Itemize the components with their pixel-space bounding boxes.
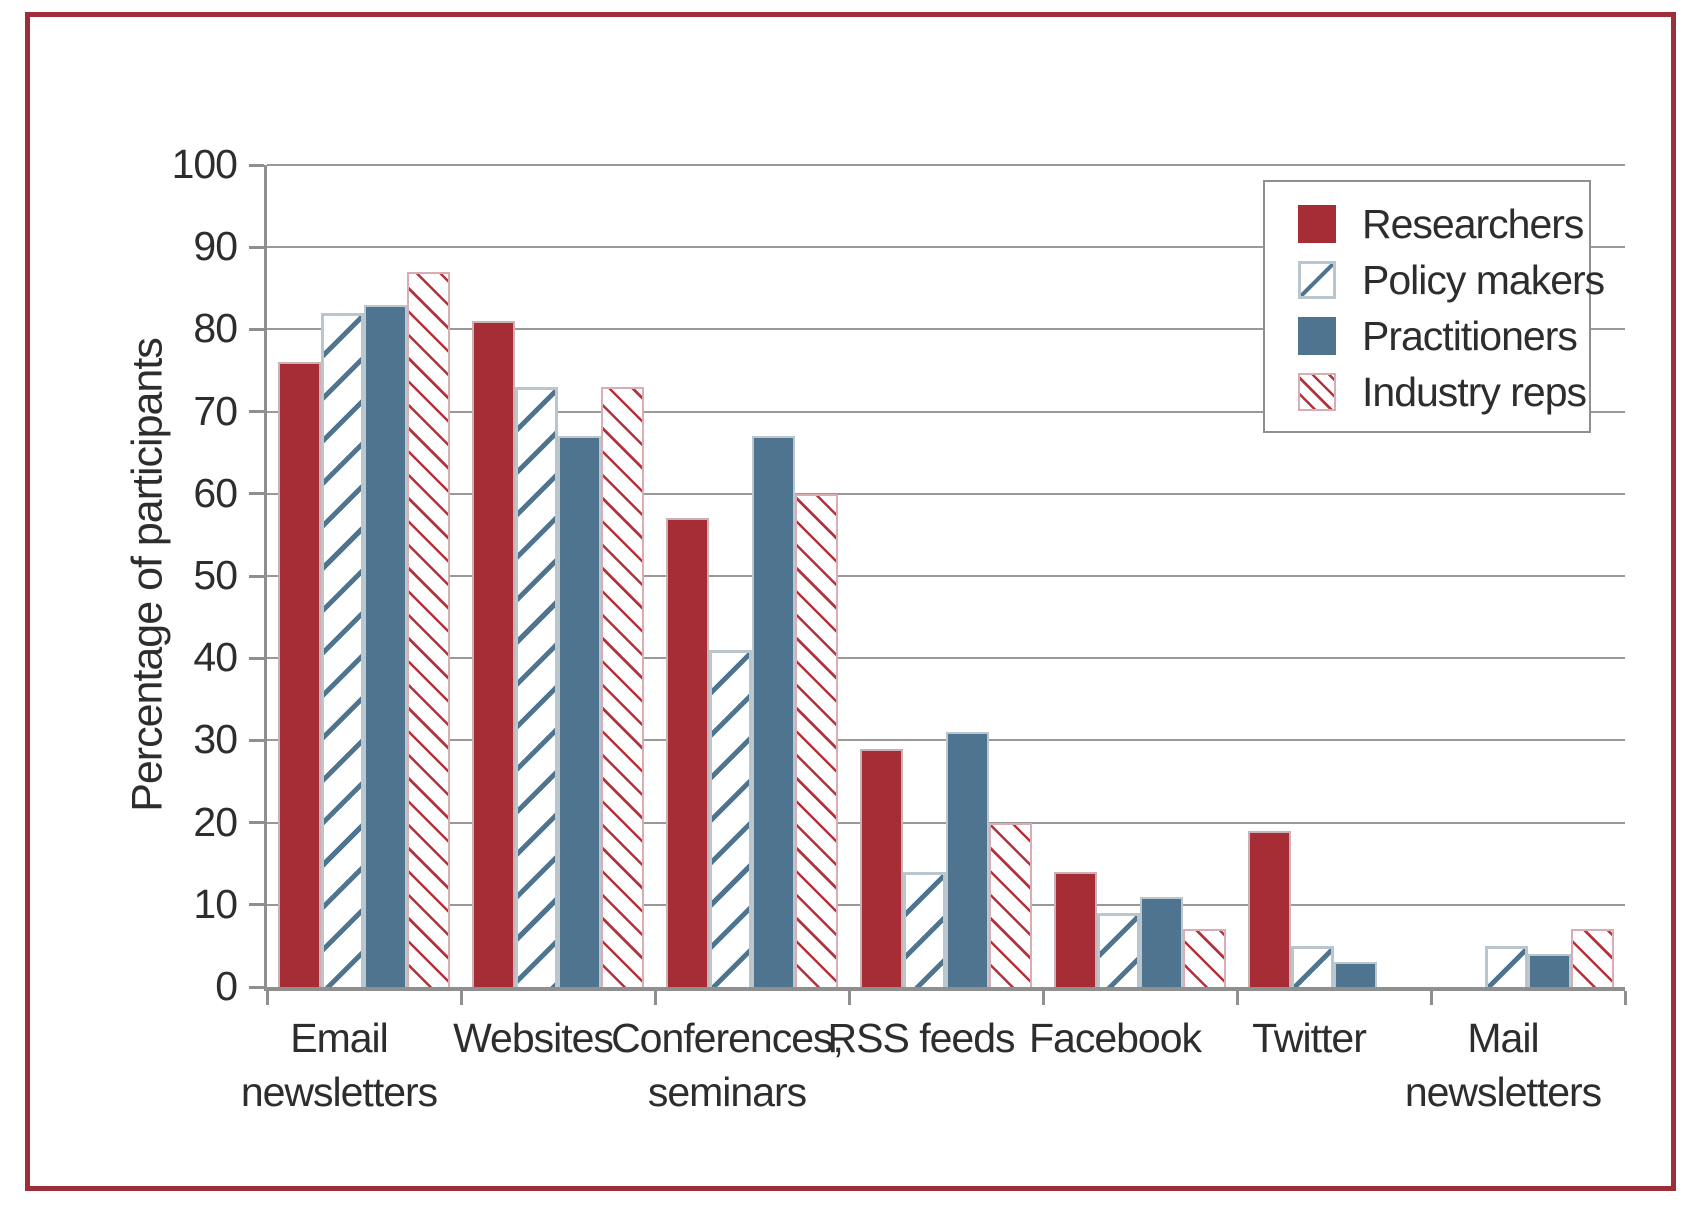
- legend-label-policy-makers: Policy makers: [1362, 256, 1605, 303]
- category-label-5: Facebook: [1028, 1015, 1202, 1061]
- y-tick-label-100: 100: [171, 141, 238, 187]
- bar-practitioners-cat5: [1140, 897, 1183, 987]
- y-tick-label-0: 0: [215, 963, 238, 1009]
- bar-industry-reps-cat7: [1571, 929, 1614, 987]
- y-tick-label-40: 40: [193, 634, 238, 681]
- bar-group-2: [461, 165, 655, 987]
- y-tick-label-70: 70: [193, 387, 238, 434]
- bar-practitioners-cat1: [364, 305, 407, 987]
- legend-swatch-policy-makers-icon: [1298, 261, 1336, 299]
- bar-group-5: [1043, 165, 1237, 987]
- y-tick-60: [249, 492, 264, 496]
- bar-policy-makers-cat2: [515, 387, 558, 987]
- category-label-6: Twitter: [1252, 1015, 1367, 1061]
- bar-policy-makers-cat6: [1291, 946, 1334, 987]
- bar-researchers-cat4: [860, 749, 903, 987]
- chart-frame: Percentage of participants 0 10 20 30 40 50 60…: [25, 12, 1676, 1191]
- gridline-40: [267, 657, 1625, 660]
- x-axis-line: [264, 987, 1625, 991]
- bar-researchers-cat5: [1054, 872, 1097, 987]
- bar-group-3: [655, 165, 849, 987]
- y-tick-100: [249, 163, 264, 167]
- bar-group-7: [1431, 165, 1625, 987]
- legend-label-industry-reps: Industry reps: [1362, 368, 1587, 415]
- gridline-80: [267, 328, 1625, 331]
- y-tick-90: [249, 245, 264, 249]
- category-label-2: Websites: [453, 1015, 614, 1061]
- y-tick-70: [249, 410, 264, 414]
- legend-row-industry-reps: Industry reps: [1298, 364, 1589, 420]
- bar-industry-reps-cat5: [1183, 929, 1226, 987]
- y-tick-label-90: 90: [193, 223, 238, 270]
- category-label-3: Conferences, seminars: [611, 1015, 844, 1115]
- legend-row-practitioners: Practitioners: [1298, 308, 1589, 364]
- y-tick-label-80: 80: [193, 305, 238, 352]
- y-tick-label-30: 30: [193, 716, 238, 763]
- legend-label-practitioners: Practitioners: [1362, 312, 1578, 359]
- legend: Researchers Policy makers Practitioners Ind…: [1263, 180, 1605, 433]
- y-axis-line: [264, 165, 267, 987]
- bar-policy-makers-cat7: [1485, 946, 1528, 987]
- y-tick-label-20: 20: [193, 798, 238, 845]
- legend-row-policy-makers: Policy makers: [1298, 252, 1605, 308]
- category-label-4: RSS feeds: [827, 1015, 1016, 1061]
- x-tick-0: [265, 991, 269, 1005]
- gridline-50: [267, 575, 1625, 577]
- bar-practitioners-cat2: [558, 436, 601, 987]
- x-tick-5: [1235, 991, 1239, 1005]
- gridline-60: [267, 492, 1625, 495]
- x-tick-2: [653, 991, 657, 1005]
- gridline-70: [267, 410, 1625, 413]
- x-tick-7: [1623, 991, 1627, 1005]
- y-tick-40: [249, 656, 264, 660]
- gridline-100: [267, 164, 1625, 166]
- bar-policy-makers-cat4: [903, 872, 946, 987]
- bar-industry-reps-cat4: [989, 823, 1032, 987]
- bar-researchers-cat3: [666, 518, 709, 987]
- bar-group-6: [1237, 165, 1431, 987]
- y-tick-80: [249, 327, 264, 331]
- gridline-90: [267, 246, 1625, 249]
- bar-practitioners-cat4: [946, 732, 989, 987]
- bar-policy-makers-cat3: [709, 650, 752, 987]
- bar-policy-makers-cat5: [1097, 913, 1140, 987]
- bar-industry-reps-cat2: [601, 387, 644, 987]
- bar-practitioners-cat7: [1528, 954, 1571, 987]
- bar-researchers-cat2: [472, 321, 515, 987]
- y-tick-50: [249, 574, 264, 578]
- x-tick-3: [847, 991, 851, 1005]
- legend-label-researchers: Researchers: [1362, 200, 1584, 247]
- x-tick-4: [1041, 991, 1045, 1005]
- bar-industry-reps-cat3: [795, 494, 838, 987]
- legend-row-researchers: Researchers: [1298, 196, 1589, 252]
- bar-practitioners-cat6: [1334, 962, 1377, 987]
- x-tick-6: [1429, 991, 1433, 1005]
- legend-swatch-practitioners-icon: [1298, 317, 1336, 355]
- bar-policy-makers-cat1: [321, 313, 364, 987]
- bar-industry-reps-cat1: [407, 272, 450, 987]
- bar-group-1: [267, 165, 461, 987]
- legend-swatch-industry-reps-icon: [1298, 373, 1336, 411]
- bar-researchers-cat1: [278, 362, 321, 987]
- bar-researchers-cat6: [1248, 831, 1291, 987]
- category-label-1: Email newsletters: [240, 1015, 438, 1115]
- category-label-7: Mail newsletters: [1404, 1015, 1602, 1115]
- y-tick-10: [249, 903, 264, 907]
- bar-practitioners-cat3: [752, 436, 795, 987]
- y-tick-20: [249, 821, 264, 825]
- y-tick-label-60: 60: [193, 469, 238, 516]
- y-tick-label-50: 50: [193, 552, 238, 598]
- x-tick-1: [459, 991, 463, 1005]
- y-tick-label-10: 10: [193, 880, 238, 927]
- plot-area: 0 10 20 30 40 50 60 70 80 90 100: [172, 141, 1627, 1009]
- y-tick-0: [249, 985, 264, 989]
- bar-group-4: [849, 165, 1043, 987]
- y-tick-30: [249, 738, 264, 742]
- legend-swatch-researchers-icon: [1298, 205, 1336, 243]
